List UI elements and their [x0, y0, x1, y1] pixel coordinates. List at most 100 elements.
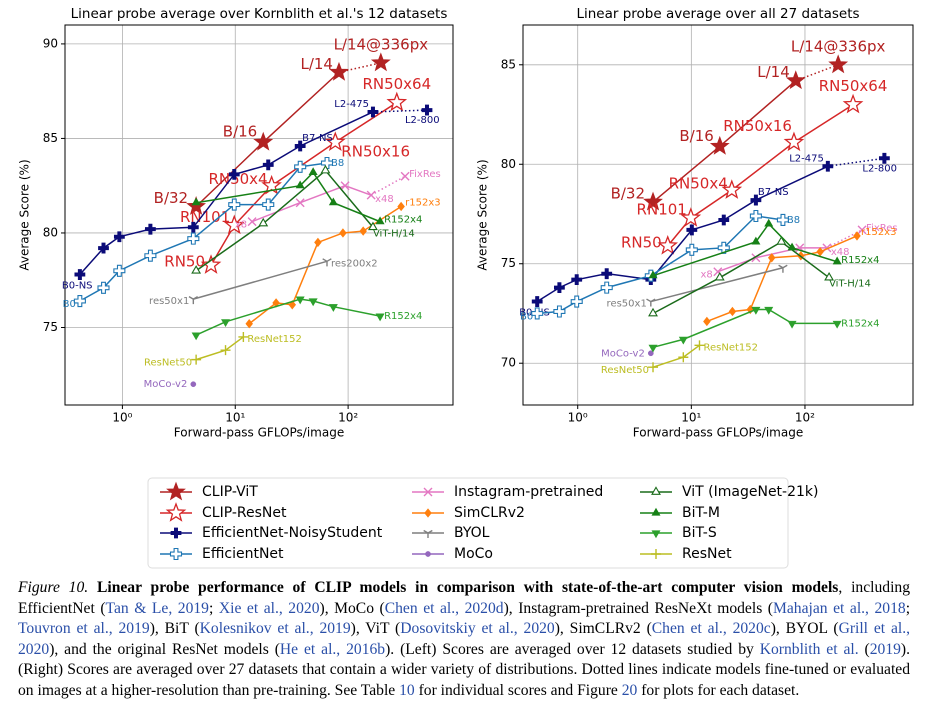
data-point — [643, 191, 663, 211]
data-point — [98, 242, 109, 254]
data-point — [359, 226, 367, 236]
point-label: B0 — [63, 299, 76, 310]
point-label: ViT-H/14 — [829, 279, 871, 290]
data-point — [678, 336, 688, 345]
legend-label: CLIP-ResNet — [202, 505, 287, 521]
y-tick-label: 90 — [43, 36, 58, 50]
caption-text: ). (Left) Scores are averaged over 12 da… — [385, 640, 760, 658]
data-point — [400, 171, 410, 181]
data-point — [822, 160, 834, 172]
data-point — [553, 305, 566, 318]
data-point — [787, 320, 797, 329]
data-point — [685, 243, 698, 256]
data-point — [531, 307, 544, 320]
y-tick-label: 80 — [501, 157, 516, 171]
point-label: ResNet152 — [247, 334, 302, 345]
point-label: RN50x64 — [819, 77, 888, 95]
caption-text: ; — [208, 599, 219, 617]
legend-frame — [147, 477, 789, 569]
figure: 75 80 85 90 10⁰ 10¹ 10² Linear probe average ov… — [18, 6, 914, 569]
data-point — [314, 237, 322, 248]
point-label: res50x1 — [607, 299, 647, 310]
legend-label: ViT (ImageNet-21k) — [682, 484, 818, 500]
caption-text: ), Instagram-pretrained ResNeXt models ( — [503, 599, 773, 617]
data-point — [144, 249, 157, 262]
data-point — [694, 340, 705, 351]
data-point — [648, 362, 659, 373]
citation: Chen et al., 2020c — [651, 620, 771, 638]
data-point — [187, 232, 200, 245]
legend-marker — [169, 547, 183, 561]
legend-marker — [423, 529, 433, 538]
point-label: res50x1 — [149, 296, 189, 307]
point-label: R152x4 — [841, 318, 879, 329]
point-label: FixRes — [866, 223, 898, 234]
y-axis-label: Average Score (%) — [18, 159, 32, 270]
plot-frame — [64, 24, 454, 406]
point-label: R152x4 — [384, 215, 422, 226]
data-point — [678, 352, 689, 363]
data-point — [776, 213, 789, 227]
legend-marker — [651, 507, 661, 516]
point-label: B8 — [787, 215, 800, 226]
point-label: x48 — [375, 194, 394, 205]
data-point — [421, 104, 433, 116]
point-label: RN101 — [637, 200, 687, 218]
series-line — [652, 344, 700, 368]
data-point — [787, 242, 797, 251]
data-point — [295, 296, 305, 305]
data-point — [188, 296, 198, 305]
point-label: L2-800 — [862, 163, 897, 174]
point-label: B0 — [520, 311, 533, 322]
data-point — [531, 296, 543, 307]
caption-text: ; — [905, 599, 911, 617]
legend-marker — [651, 530, 661, 539]
legend-marker — [425, 551, 431, 557]
data-point — [328, 304, 338, 312]
citation: Kornblith et al. — [759, 640, 859, 658]
point-label: RN50x16 — [341, 143, 410, 161]
point-label: ResNet50 — [601, 365, 649, 376]
point-label: x8 — [701, 270, 713, 281]
citation: Mahajan et al., 2018 — [773, 599, 906, 617]
series-line-dotted — [370, 175, 406, 196]
data-point — [191, 197, 201, 206]
data-point — [370, 52, 391, 72]
legend-label: Instagram-pretrained — [454, 484, 603, 500]
point-label: ViT-H/14 — [373, 228, 415, 239]
data-point — [368, 221, 378, 231]
data-point — [832, 256, 842, 265]
data-point — [648, 307, 658, 317]
data-point — [238, 331, 249, 342]
data-point — [245, 319, 253, 329]
point-label: L2-800 — [405, 115, 440, 126]
point-label: ResNet152 — [704, 342, 759, 353]
data-point — [288, 300, 297, 310]
point-label: B/16 — [679, 127, 713, 145]
plot-frame — [522, 24, 914, 406]
data-point — [571, 274, 583, 286]
data-point — [295, 198, 305, 208]
legend-marker — [423, 487, 433, 497]
data-point — [190, 381, 197, 387]
data-point — [853, 231, 861, 241]
point-label: R152x4 — [384, 311, 422, 322]
data-point — [397, 201, 405, 212]
data-point — [191, 265, 202, 274]
caption-text: , including EfficientNet ( — [18, 579, 910, 617]
legend-marker — [651, 486, 661, 495]
point-label: r152x3 — [405, 197, 440, 208]
data-point — [320, 156, 334, 170]
data-point — [262, 159, 274, 171]
data-point — [339, 228, 347, 238]
x-tick-label: 10² — [795, 411, 815, 425]
legend-label: BiT-M — [682, 505, 720, 521]
data-point — [247, 217, 257, 227]
data-point — [647, 350, 654, 357]
series-line — [79, 162, 328, 302]
x-axis-label: Forward-pass GFLOPs/image — [633, 426, 803, 440]
data-point — [721, 179, 743, 199]
citation: Dosovitskiy et al., 2020 — [400, 620, 555, 638]
caption-text: ), BiT ( — [149, 620, 200, 638]
y-tick-label: 75 — [43, 320, 58, 334]
